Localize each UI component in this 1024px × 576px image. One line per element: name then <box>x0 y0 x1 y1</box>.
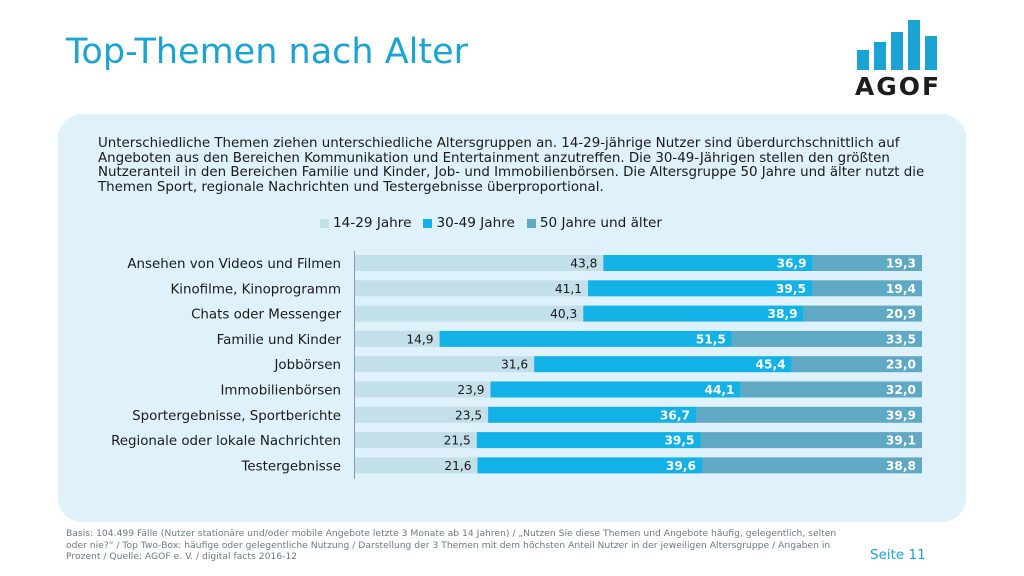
data-label: 19,3 <box>886 257 916 271</box>
legend-label: 30-49 Jahre <box>436 215 515 231</box>
data-label: 40,3 <box>550 307 577 321</box>
bar-segment <box>488 406 696 423</box>
bar-segment <box>740 381 922 398</box>
bar-segment <box>355 457 478 474</box>
page-number: Seite 11 <box>870 547 926 563</box>
data-label: 21,5 <box>444 434 471 448</box>
data-label: 20,9 <box>886 307 916 321</box>
legend-label: 14-29 Jahre <box>333 215 412 231</box>
logo-text: AGOF <box>854 72 942 101</box>
data-label: 39,1 <box>886 434 916 448</box>
chart-legend: 14-29 Jahre 30-49 Jahre 50 Jahre und ält… <box>320 214 662 232</box>
bar-segment <box>812 255 922 271</box>
bar-segment <box>490 381 741 398</box>
data-label: 39,5 <box>664 434 694 448</box>
legend-item-14-29: 14-29 Jahre <box>320 214 411 232</box>
bar-segment <box>439 330 732 347</box>
data-label: 23,0 <box>886 358 916 372</box>
category-label: Chats oder Messenger <box>191 308 341 323</box>
page-title: Top-Themen nach Alter <box>66 32 469 72</box>
intro-text: Unterschiedliche Themen ziehen unterschi… <box>98 136 925 195</box>
bar-segment <box>803 305 922 322</box>
data-label: 39,5 <box>776 282 806 296</box>
data-label: 23,5 <box>455 408 482 422</box>
category-label: Familie und Kinder <box>217 333 342 348</box>
bar-segment <box>355 255 604 271</box>
bar-segment <box>355 280 589 297</box>
category-label: Jobbörsen <box>273 358 341 373</box>
data-label: 32,0 <box>886 383 916 397</box>
category-label: Kinofilme, Kinoprogramm <box>170 282 341 297</box>
legend-swatch <box>423 218 433 228</box>
data-label: 31,6 <box>501 358 528 372</box>
data-label: 39,9 <box>886 408 916 422</box>
data-label: 51,5 <box>696 332 726 346</box>
bar-segment <box>702 457 922 474</box>
bar-segment <box>791 356 922 373</box>
data-label: 41,1 <box>555 282 582 296</box>
legend-item-30-49: 30-49 Jahre <box>423 214 515 232</box>
bar-segment <box>695 406 922 423</box>
data-label: 39,6 <box>666 459 696 473</box>
category-label: Testergebnisse <box>240 459 341 474</box>
bar-segment <box>700 432 922 449</box>
data-label: 23,9 <box>457 383 484 397</box>
bar-segment <box>355 305 584 322</box>
data-label: 38,8 <box>886 459 916 473</box>
agof-logo: AGOF <box>850 14 946 101</box>
category-label: Regionale oder lokale Nachrichten <box>111 434 341 449</box>
legend-swatch <box>320 218 329 228</box>
data-label: 21,6 <box>444 459 471 473</box>
legend-item-50plus: 50 Jahre und älter <box>526 214 662 232</box>
data-label: 33,5 <box>886 332 916 346</box>
bar-segment <box>731 330 922 347</box>
bar-segment <box>583 305 804 322</box>
bar-segment <box>355 330 440 347</box>
bar-segment <box>603 255 813 271</box>
bar-segment <box>588 280 813 297</box>
data-label: 45,4 <box>756 358 786 372</box>
legend-swatch <box>526 218 536 228</box>
bar-segment <box>355 432 477 449</box>
data-label: 36,9 <box>776 257 806 271</box>
footnote: Basis: 104.499 Fälle (Nutzer stationäre … <box>66 528 837 563</box>
category-label: Ansehen von Videos und Filmen <box>127 257 341 272</box>
category-label: Immobilienbörsen <box>220 384 341 399</box>
data-label: 43,8 <box>570 257 597 271</box>
legend-label: 50 Jahre und älter <box>539 215 662 231</box>
logo-bars-icon <box>857 20 937 70</box>
bar-segment <box>355 381 491 398</box>
bar-segment <box>534 356 792 373</box>
bar-segment <box>355 356 535 373</box>
data-label: 44,1 <box>704 383 734 397</box>
data-label: 36,7 <box>660 408 690 422</box>
bar-segment <box>477 457 703 474</box>
data-label: 38,9 <box>768 307 798 321</box>
category-label: Sportergebnisse, Sportberichte <box>132 409 341 424</box>
data-label: 19,4 <box>886 282 916 296</box>
data-label: 14,9 <box>406 332 433 346</box>
bar-segment <box>476 432 701 449</box>
bar-segment <box>812 280 922 297</box>
bar-segment <box>355 406 489 423</box>
